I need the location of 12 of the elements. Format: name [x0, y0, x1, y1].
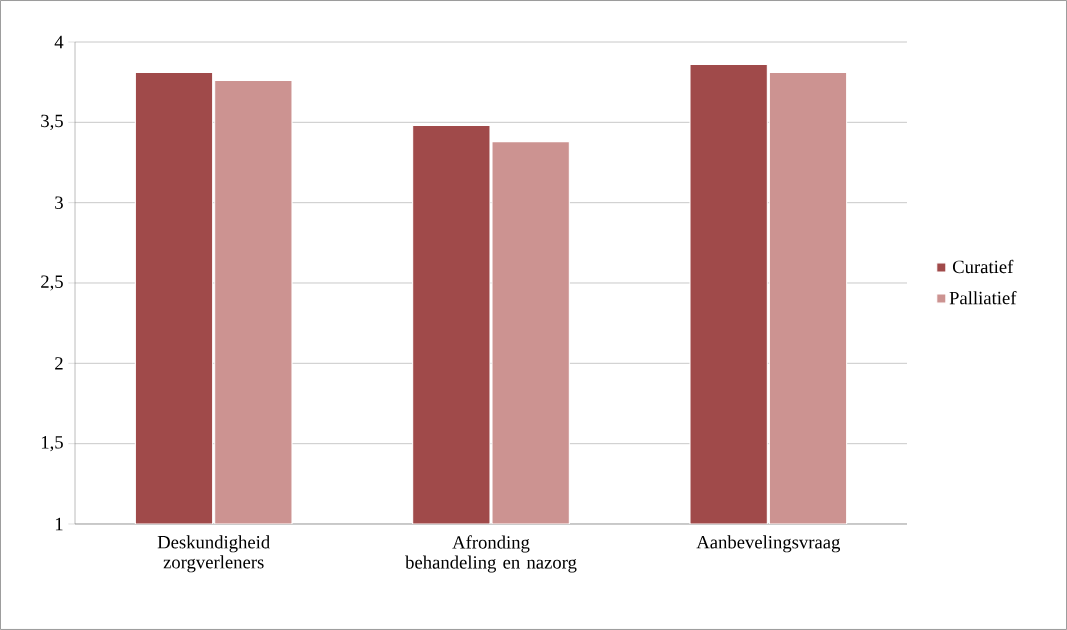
y-tick-label: 4: [54, 35, 64, 49]
y-tick-label: 2: [55, 357, 63, 370]
y-tick-label: 2,5: [41, 275, 63, 291]
y-tick-label: 1,5: [41, 436, 63, 452]
legend-label: Curatief: [952, 259, 1014, 274]
x-tick-label: Aanbevelingsvraag: [696, 535, 841, 553]
legend-label: Palliatief: [949, 290, 1017, 305]
y-tick-label: 3: [55, 196, 63, 209]
y-tick-label: 3,5: [41, 114, 63, 130]
y-tick-label: 1: [55, 517, 63, 531]
x-tick-label: Deskundigheid zorgverleners: [157, 535, 270, 573]
x-tick-label: Afronding behandeling en nazorg: [405, 535, 577, 573]
